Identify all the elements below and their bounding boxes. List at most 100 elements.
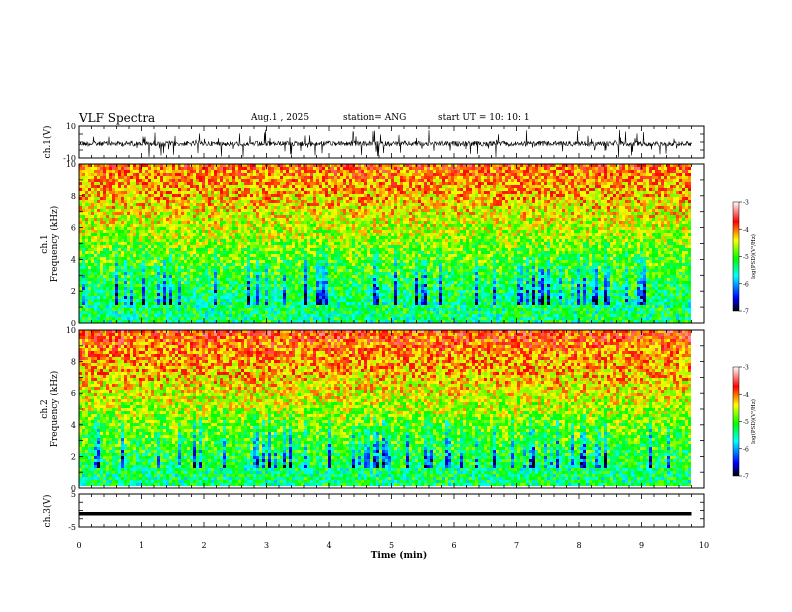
spectrogram-cell <box>325 269 328 272</box>
spectrogram-cell <box>256 248 259 251</box>
spectrogram-cell <box>139 242 142 245</box>
spectrogram-cell <box>100 215 103 218</box>
spectrogram-cell <box>190 221 193 224</box>
spectrogram-cell <box>163 314 166 317</box>
spectrogram-cell <box>94 236 97 239</box>
spectrogram-cell <box>124 299 127 302</box>
spectrogram-cell <box>274 221 277 224</box>
spectrogram-cell <box>178 224 181 227</box>
spectrogram-cell <box>202 320 205 323</box>
spectrogram-cell <box>208 305 211 308</box>
spectrogram-cell <box>322 191 325 194</box>
spectrogram-cell <box>340 263 343 266</box>
spectrogram-cell <box>220 266 223 269</box>
spectrogram-cell <box>310 287 313 290</box>
spectrogram-cell <box>154 179 157 182</box>
spectrogram-cell <box>346 314 349 317</box>
spectrogram-cell <box>133 293 136 296</box>
spectrogram-cell <box>256 218 259 221</box>
spectrogram-cell <box>244 191 247 194</box>
spectrogram-cell <box>187 275 190 278</box>
spectrogram-cell <box>280 272 283 275</box>
spectrogram-cell <box>214 254 217 257</box>
spectrogram-cell <box>166 176 169 179</box>
spectrogram-cell <box>277 209 280 212</box>
spectrogram-cell <box>199 206 202 209</box>
spectrogram-cell <box>223 293 226 296</box>
spectrogram-cell <box>196 299 199 302</box>
spectrogram-cell <box>307 290 310 293</box>
spectrogram-cell <box>151 185 154 188</box>
spectrogram-cell <box>337 272 340 275</box>
spectrogram-cell <box>232 320 235 323</box>
spectrogram-cell <box>337 209 340 212</box>
spectrogram-cell <box>220 206 223 209</box>
spectrogram-cell <box>226 290 229 293</box>
spectrogram-cell <box>97 242 100 245</box>
spectrogram-cell <box>160 266 163 269</box>
spectrogram-cell <box>166 188 169 191</box>
spectrogram-cell <box>319 197 322 200</box>
spectrogram-cell <box>301 254 304 257</box>
spectrogram-cell <box>346 173 349 176</box>
spectrogram-cell <box>199 200 202 203</box>
spectrogram-cell <box>271 173 274 176</box>
spectrogram-cell <box>286 197 289 200</box>
spectrogram-cell <box>184 317 187 320</box>
spectrogram-cell <box>115 233 118 236</box>
spectrogram-cell <box>280 257 283 260</box>
spectrogram-cell <box>244 164 247 167</box>
spectrogram-cell <box>163 290 166 293</box>
spectrogram-cell <box>199 269 202 272</box>
spectrogram-cell <box>289 185 292 188</box>
spectrogram-cell <box>286 191 289 194</box>
spectrogram-cell <box>148 320 151 323</box>
spectrogram-cell <box>106 278 109 281</box>
spectrogram-cell <box>319 164 322 167</box>
spectrogram-cell <box>226 200 229 203</box>
spectrogram-cell <box>295 284 298 287</box>
spectrogram-cell <box>157 257 160 260</box>
spectrogram-cell <box>256 299 259 302</box>
spectrogram-cell <box>91 182 94 185</box>
spectrogram-cell <box>259 221 262 224</box>
spectrogram-cell <box>157 284 160 287</box>
spectrogram-cell <box>112 284 115 287</box>
spectrogram-cell <box>166 212 169 215</box>
spectrogram-cell <box>97 185 100 188</box>
spectrogram-cell <box>148 242 151 245</box>
spectrogram-cell <box>172 206 175 209</box>
spectrogram-cell <box>223 314 226 317</box>
spectrogram-cell <box>127 263 130 266</box>
spectrogram-cell <box>256 203 259 206</box>
spectrogram-cell <box>181 236 184 239</box>
spectrogram-cell <box>268 242 271 245</box>
spectrogram-cell <box>277 293 280 296</box>
spectrogram-cell <box>229 206 232 209</box>
spectrogram-cell <box>328 290 331 293</box>
spectrogram-cell <box>301 209 304 212</box>
spectrogram-cell <box>196 191 199 194</box>
spectrogram-cell <box>94 209 97 212</box>
spectrogram-cell <box>223 320 226 323</box>
spectrogram-cell <box>109 272 112 275</box>
spectrogram-cell <box>223 269 226 272</box>
spectrogram-cell <box>91 296 94 299</box>
spectrogram-cell <box>79 317 82 320</box>
spectrogram-cell <box>292 245 295 248</box>
spectrogram-cell <box>289 212 292 215</box>
spectrogram-cell <box>106 266 109 269</box>
spectrogram-cell <box>298 314 301 317</box>
spectrogram-cell <box>316 272 319 275</box>
spectrogram-cell <box>145 314 148 317</box>
spectrogram-cell <box>178 197 181 200</box>
spectrogram-cell <box>319 185 322 188</box>
spectrogram-cell <box>319 191 322 194</box>
spectrogram-cell <box>250 218 253 221</box>
spectrogram-cell <box>151 305 154 308</box>
spectrogram-cell <box>118 314 121 317</box>
spectrogram-cell <box>127 266 130 269</box>
spectrogram-cell <box>124 203 127 206</box>
spectrogram-cell <box>145 281 148 284</box>
spectrogram-cell <box>169 233 172 236</box>
